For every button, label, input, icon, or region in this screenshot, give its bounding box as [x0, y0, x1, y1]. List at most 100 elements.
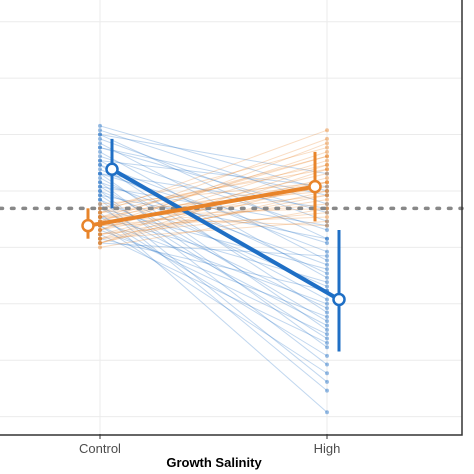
orange-pair-point — [325, 141, 329, 146]
blue-pair-point — [98, 171, 102, 176]
blue-pair-point — [325, 210, 329, 215]
orange-pair-point — [98, 241, 102, 246]
blue-pair-point — [98, 197, 102, 202]
orange-pair-point — [98, 228, 102, 233]
blue-pair-point — [325, 301, 329, 306]
blue-pair-point — [325, 193, 329, 198]
blue-pair-point — [325, 258, 329, 263]
blue-pair-point — [98, 171, 102, 176]
blue-pair-point — [325, 319, 329, 324]
blue-pair-point — [325, 249, 329, 254]
blue-pair-point — [98, 206, 102, 211]
blue-pair-line — [99, 164, 328, 253]
blue-pair-line — [99, 225, 328, 335]
blue-pair-point — [325, 206, 329, 211]
blue-pair-point — [325, 223, 329, 228]
blue-pair-point — [325, 379, 329, 384]
blue-summary-line — [111, 167, 340, 302]
orange-pair-point — [98, 201, 102, 206]
blue-pair-point — [98, 184, 102, 189]
blue-pair-point — [325, 388, 329, 393]
blue-pair-point — [98, 228, 102, 233]
blue-pair-line — [99, 199, 328, 383]
orange-pair-point — [325, 162, 329, 167]
orange-pair-line — [99, 194, 328, 240]
blue-pair-point — [325, 171, 329, 176]
blue-pair-point — [325, 332, 329, 337]
blue-pair-point — [325, 297, 329, 302]
orange-pair-point — [325, 184, 329, 189]
blue-pair-point — [325, 345, 329, 350]
x-tick-label: High — [314, 441, 341, 456]
blue-pair-line — [99, 173, 328, 331]
orange-pair-line — [99, 186, 328, 231]
blue-pair-point — [98, 241, 102, 246]
orange-pair-point — [325, 193, 329, 198]
orange-mean-point — [81, 218, 95, 233]
blue-pair-point — [325, 410, 329, 415]
orange-pair-point — [98, 206, 102, 211]
blue-pair-line — [99, 147, 328, 214]
orange-pair-point — [98, 236, 102, 241]
blue-pair-line — [99, 207, 328, 326]
orange-pair-point — [98, 241, 102, 246]
blue-pair-point — [98, 162, 102, 167]
orange-pair-point — [98, 228, 102, 233]
blue-mean-point — [332, 292, 346, 307]
blue-pair-point — [98, 201, 102, 206]
blue-pair-line — [99, 125, 328, 192]
orange-pair-point — [98, 215, 102, 219]
orange-pair-line — [99, 168, 328, 244]
paired-lines — [98, 123, 329, 415]
blue-pair-point — [325, 241, 329, 246]
orange-pair-line — [99, 181, 328, 205]
gridlines — [0, 0, 462, 434]
blue-pair-line — [99, 160, 328, 188]
orange-pair-point — [325, 180, 329, 185]
orange-pair-point — [325, 167, 329, 172]
orange-pair-line — [99, 190, 328, 244]
blue-pair-line — [99, 194, 328, 240]
blue-pair-point — [98, 167, 102, 172]
orange-pair-point — [98, 228, 102, 233]
blue-pair-point — [325, 327, 329, 332]
blue-pair-line — [99, 225, 328, 374]
blue-pair-point — [98, 145, 102, 150]
orange-pair-point — [98, 215, 102, 219]
orange-pair-line — [99, 151, 328, 227]
orange-pair-point — [98, 236, 102, 241]
blue-pair-line — [99, 142, 328, 261]
blue-pair-point — [98, 132, 102, 137]
orange-pair-line — [99, 129, 328, 214]
orange-pair-point — [325, 158, 329, 163]
blue-pair-point — [98, 184, 102, 189]
blue-pair-point — [325, 275, 329, 280]
orange-pair-point — [98, 245, 102, 250]
orange-pair-point — [325, 175, 329, 180]
orange-pair-point — [325, 154, 329, 159]
orange-pair-point — [325, 154, 329, 159]
orange-pair-line — [99, 212, 328, 235]
orange-pair-line — [99, 216, 328, 227]
blue-pair-line — [99, 220, 328, 305]
orange-pair-point — [98, 232, 102, 237]
x-axis-ticks: Control High — [79, 434, 340, 456]
orange-pair-point — [325, 136, 329, 141]
blue-pair-line — [99, 147, 328, 196]
orange-pair-line — [99, 181, 328, 218]
blue-pair-point — [325, 267, 329, 272]
orange-pair-point — [325, 145, 329, 150]
orange-pair-point — [325, 162, 329, 167]
orange-pair-point — [98, 210, 102, 215]
blue-pair-point — [98, 193, 102, 198]
blue-pair-point — [98, 175, 102, 180]
orange-pair-point — [325, 180, 329, 185]
orange-mean-point — [308, 179, 322, 194]
orange-pair-point — [325, 206, 329, 211]
blue-pair-point — [98, 123, 102, 128]
orange-pair-point — [325, 219, 329, 224]
blue-pair-point — [98, 180, 102, 185]
orange-pair-line — [99, 220, 328, 240]
blue-pair-point — [325, 219, 329, 224]
